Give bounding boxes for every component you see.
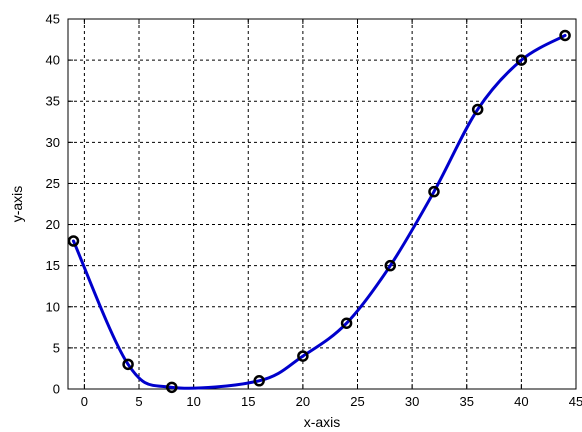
y-tick-label: 25 <box>46 176 60 191</box>
x-axis-label: x-axis <box>304 414 341 430</box>
y-tick-label: 35 <box>46 94 60 109</box>
data-point <box>340 317 353 329</box>
x-tick-label: 25 <box>350 394 364 409</box>
grid <box>68 19 576 389</box>
series-line <box>71 33 567 390</box>
plot-background <box>68 19 576 389</box>
y-tick-label: 0 <box>53 382 60 397</box>
y-tick-label: 20 <box>46 217 60 232</box>
data-point <box>471 103 484 116</box>
y-axis-label: y-axis <box>9 186 25 223</box>
x-tick-label: 20 <box>296 394 310 409</box>
data-point <box>297 350 309 362</box>
data-point <box>166 381 178 394</box>
data-point <box>122 358 134 371</box>
data-point <box>559 29 571 42</box>
y-tick-label: 30 <box>46 135 60 150</box>
x-tick-label: 10 <box>186 394 200 409</box>
x-tick-label: 40 <box>514 394 528 409</box>
y-tick-label: 5 <box>53 340 60 355</box>
x-tick-label: 30 <box>405 394 419 409</box>
x-tick-label: 0 <box>81 394 88 409</box>
axis-ticks: 0 5 10 15 20 25 30 35 40 45 0 5 10 15 20 25 30 35 40 45 <box>46 12 582 410</box>
y-tick-label: 40 <box>46 53 60 68</box>
data-point <box>515 54 528 66</box>
x-tick-label: 45 <box>569 394 582 409</box>
x-tick-label: 15 <box>241 394 255 409</box>
x-tick-label: 5 <box>135 394 142 409</box>
data-point <box>67 235 80 247</box>
y-tick-label: 45 <box>46 12 60 27</box>
data-point <box>428 185 440 198</box>
y-tick-label: 15 <box>46 258 60 273</box>
y-tick-label: 10 <box>46 299 60 314</box>
data-point <box>253 375 265 387</box>
x-tick-label: 35 <box>460 394 474 409</box>
series-group <box>67 29 571 394</box>
plot-frame <box>67 18 577 390</box>
data-point <box>384 259 397 272</box>
